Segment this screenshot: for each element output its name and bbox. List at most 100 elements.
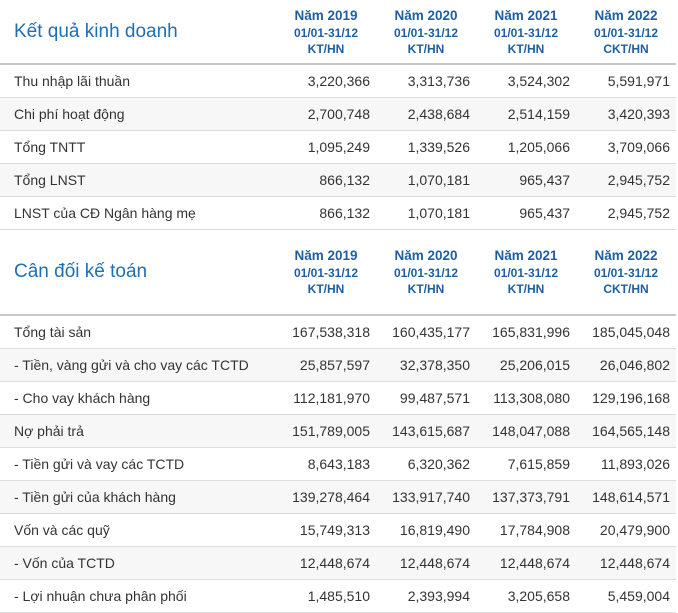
row-value: 160,435,177: [376, 315, 476, 349]
table-row: Tổng TNTT 1,095,249 1,339,526 1,205,066 3,70…: [0, 130, 676, 164]
row-label: LNST của CĐ Ngân hàng mẹ: [0, 196, 276, 230]
row-value: 148,614,571: [576, 480, 676, 514]
table-row: - Tiền, vàng gửi và cho vay các TCTD 25,8…: [0, 348, 676, 382]
row-label: Tổng tài sản: [0, 315, 276, 349]
row-value: 164,565,148: [576, 414, 676, 448]
column-period: 01/01-31/12: [393, 265, 459, 280]
table-row: - Vốn của TCTD 12,448,674 12,448,674 12,448…: [0, 546, 676, 580]
row-value: 1,339,526: [376, 130, 476, 164]
table-row: Chi phí hoạt động 2,700,748 2,438,684 2,514…: [0, 97, 676, 131]
row-value: 12,448,674: [576, 546, 676, 580]
row-label: - Vốn của TCTD: [0, 546, 276, 580]
column-period: 01/01-31/12: [293, 265, 359, 280]
row-value: 866,132: [276, 196, 376, 230]
row-value: 2,700,748: [276, 97, 376, 131]
column-audit-status: KT/HN: [507, 41, 545, 56]
column-year: Năm 2019: [294, 247, 358, 263]
income-statement-title: Kết quả kinh doanh: [0, 0, 276, 65]
row-value: 133,917,740: [376, 480, 476, 514]
column-period: 01/01-31/12: [393, 25, 459, 40]
column-header: Năm 2020 01/01-31/12 KT/HN: [376, 229, 476, 316]
row-value: 3,205,658: [476, 579, 576, 613]
column-audit-status: KT/HN: [407, 41, 445, 56]
column-audit-status: CKT/HN: [603, 281, 649, 296]
table-row: Tổng LNST 866,132 1,070,181 965,437 2,945,75…: [0, 163, 676, 197]
row-value: 2,945,752: [576, 196, 676, 230]
row-value: 965,437: [476, 163, 576, 197]
row-value: 1,070,181: [376, 196, 476, 230]
column-year: Năm 2019: [294, 7, 358, 23]
row-value: 12,448,674: [376, 546, 476, 580]
row-value: 26,046,802: [576, 348, 676, 382]
column-period: 01/01-31/12: [293, 25, 359, 40]
row-value: 12,448,674: [276, 546, 376, 580]
row-label: Vốn và các quỹ: [0, 513, 276, 547]
table-row: Thu nhập lãi thuần 3,220,366 3,313,736 3,52…: [0, 64, 676, 98]
column-year: Năm 2022: [594, 247, 658, 263]
row-value: 3,313,736: [376, 64, 476, 98]
row-value: 2,393,994: [376, 579, 476, 613]
row-value: 25,206,015: [476, 348, 576, 382]
column-period: 01/01-31/12: [593, 25, 659, 40]
row-value: 25,857,597: [276, 348, 376, 382]
table-row: - Cho vay khách hàng 112,181,970 99,487,57…: [0, 381, 676, 415]
column-header: Năm 2020 01/01-31/12 KT/HN: [376, 0, 476, 65]
column-period: 01/01-31/12: [493, 265, 559, 280]
row-value: 99,487,571: [376, 381, 476, 415]
row-value: 3,524,302: [476, 64, 576, 98]
row-value: 12,448,674: [476, 546, 576, 580]
column-header: Năm 2022 01/01-31/12 CKT/HN: [576, 229, 676, 316]
row-value: 7,615,859: [476, 447, 576, 481]
row-value: 1,485,510: [276, 579, 376, 613]
row-label: Nợ phải trả: [0, 414, 276, 448]
row-value: 165,831,996: [476, 315, 576, 349]
row-label: - Tiền gửi và vay các TCTD: [0, 447, 276, 481]
income-statement-header-row: Kết quả kinh doanh Năm 2019 01/01-31/12 KT/…: [0, 0, 676, 65]
column-period: 01/01-31/12: [593, 265, 659, 280]
row-value: 5,591,971: [576, 64, 676, 98]
column-header: Năm 2019 01/01-31/12 KT/HN: [276, 229, 376, 316]
column-audit-status: KT/HN: [407, 281, 445, 296]
row-value: 3,709,066: [576, 130, 676, 164]
row-label: - Lợi nhuận chưa phân phối: [0, 579, 276, 613]
row-label: - Tiền, vàng gửi và cho vay các TCTD: [0, 348, 276, 382]
column-header: Năm 2021 01/01-31/12 KT/HN: [476, 229, 576, 316]
row-value: 11,893,026: [576, 447, 676, 481]
table-row: LNST của CĐ Ngân hàng mẹ 866,132 1,070,181…: [0, 196, 676, 230]
row-value: 3,420,393: [576, 97, 676, 131]
row-value: 8,643,183: [276, 447, 376, 481]
row-value: 16,819,490: [376, 513, 476, 547]
table-row: Nợ phải trả 151,789,005 143,615,687 148,047…: [0, 414, 676, 448]
column-header: Năm 2019 01/01-31/12 KT/HN: [276, 0, 376, 65]
column-year: Năm 2021: [494, 247, 558, 263]
row-value: 167,538,318: [276, 315, 376, 349]
column-year: Năm 2021: [494, 7, 558, 23]
table-row: Tổng tài sản 167,538,318 160,435,177 165,83…: [0, 315, 676, 349]
row-value: 3,220,366: [276, 64, 376, 98]
row-label: Chi phí hoạt động: [0, 97, 276, 131]
column-year: Năm 2020: [394, 247, 458, 263]
table-row: - Tiền gửi và vay các TCTD 8,643,183 6,320…: [0, 447, 676, 481]
row-value: 2,438,684: [376, 97, 476, 131]
row-label: - Cho vay khách hàng: [0, 381, 276, 415]
row-value: 2,514,159: [476, 97, 576, 131]
balance-sheet-header-row: Cân đối kế toán Năm 2019 01/01-31/12 KT/HN N…: [0, 229, 676, 316]
table-row: - Tiền gửi của khách hàng 139,278,464 133,…: [0, 480, 676, 514]
balance-sheet-title: Cân đối kế toán: [0, 229, 276, 316]
column-audit-status: KT/HN: [307, 281, 345, 296]
row-value: 143,615,687: [376, 414, 476, 448]
row-value: 6,320,362: [376, 447, 476, 481]
row-label: - Tiền gửi của khách hàng: [0, 480, 276, 514]
column-header: Năm 2022 01/01-31/12 CKT/HN: [576, 0, 676, 65]
row-value: 113,308,080: [476, 381, 576, 415]
row-value: 112,181,970: [276, 381, 376, 415]
row-value: 866,132: [276, 163, 376, 197]
row-label: Thu nhập lãi thuần: [0, 64, 276, 98]
column-year: Năm 2022: [594, 7, 658, 23]
column-year: Năm 2020: [394, 7, 458, 23]
row-value: 139,278,464: [276, 480, 376, 514]
row-value: 15,749,313: [276, 513, 376, 547]
column-audit-status: KT/HN: [307, 41, 345, 56]
